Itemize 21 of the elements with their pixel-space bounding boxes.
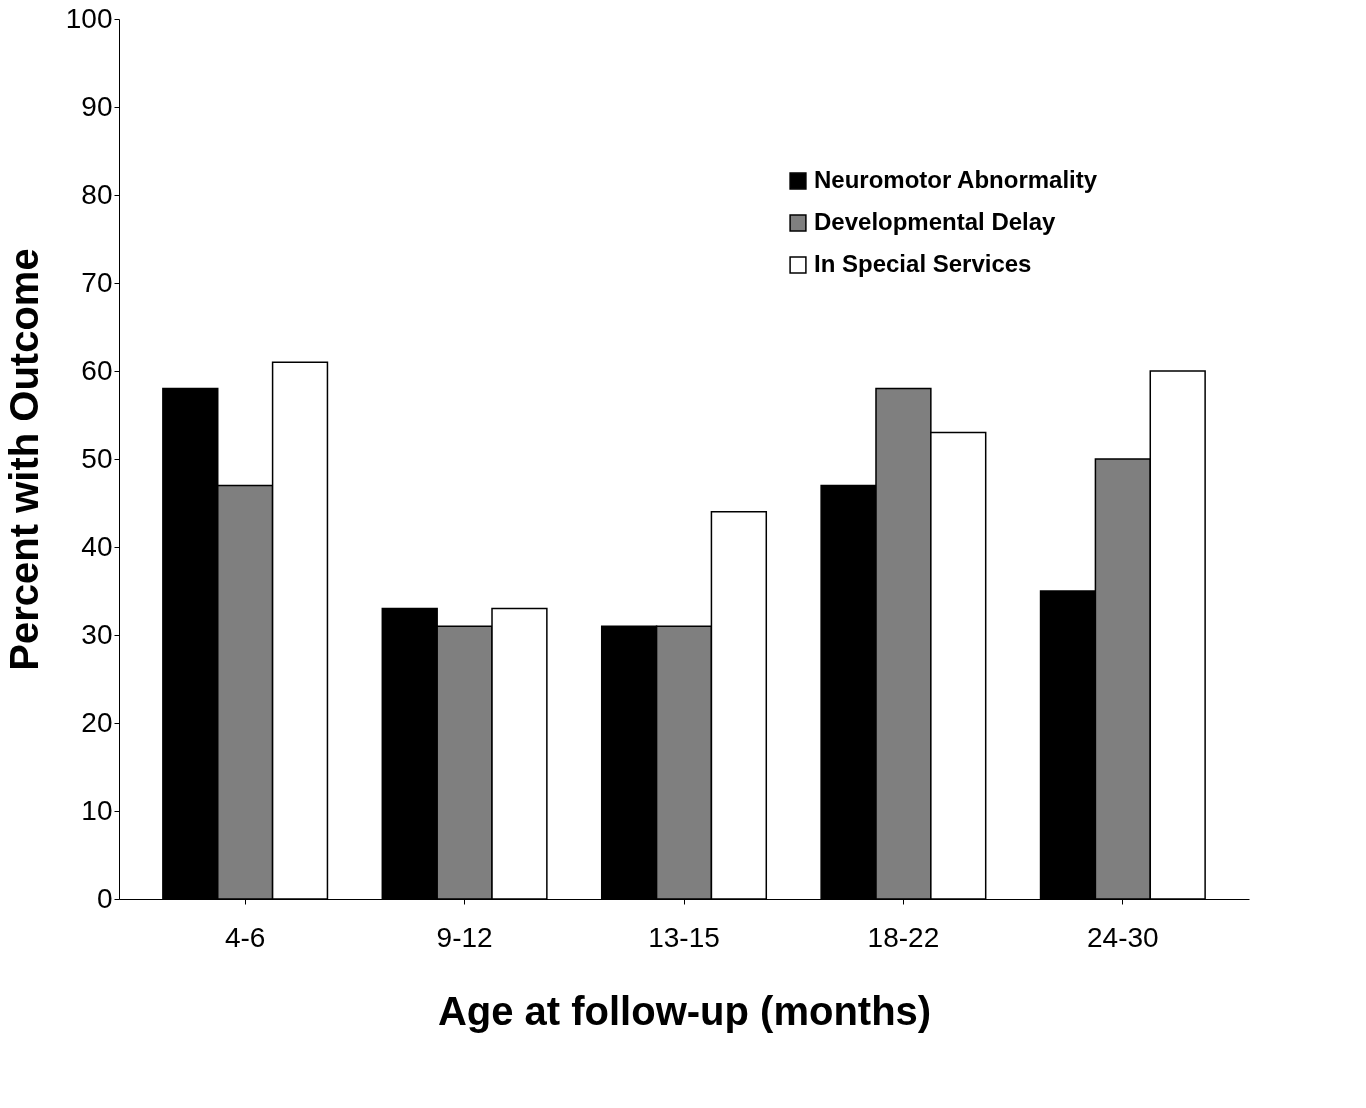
x-tick-label: 9-12: [436, 921, 493, 953]
y-tick-label: 0: [96, 882, 113, 914]
x-tick-label: 24-30: [1087, 921, 1159, 953]
y-tick-label: 20: [81, 706, 113, 738]
legend-label: Developmental Delay: [814, 208, 1057, 235]
y-tick-label: 90: [81, 90, 113, 122]
y-tick-label: 100: [65, 2, 113, 34]
y-tick-label: 70: [81, 266, 113, 298]
x-tick-label: 4-6: [224, 921, 266, 953]
x-tick-label: 13-15: [648, 921, 720, 953]
y-axis-title: Percent with Outcome: [1, 248, 46, 671]
y-tick-label: 30: [81, 618, 113, 650]
y-tick-label: 50: [81, 442, 113, 474]
y-tick-label: 60: [81, 354, 113, 386]
legend-label: Neuromotor Abnormality: [814, 166, 1098, 193]
x-tick-label: 18-22: [867, 921, 940, 953]
y-tick-label: 80: [81, 178, 113, 210]
legend-label: In Special Services: [814, 250, 1032, 277]
y-tick-label: 10: [81, 794, 113, 826]
y-tick-label: 40: [81, 530, 113, 562]
x-axis-title: Age at follow-up (months): [437, 988, 932, 1033]
